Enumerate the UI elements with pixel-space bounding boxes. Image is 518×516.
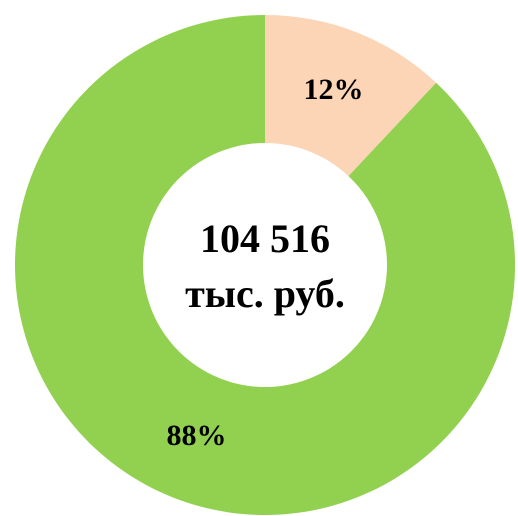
center-label: 104 516: [200, 216, 330, 261]
slice: [265, 15, 437, 177]
center-label: тыс. руб.: [185, 271, 345, 316]
data-label: 88%: [167, 419, 227, 452]
slices: [15, 15, 516, 515]
slice: [15, 15, 516, 515]
data-label: 12%: [303, 73, 363, 106]
